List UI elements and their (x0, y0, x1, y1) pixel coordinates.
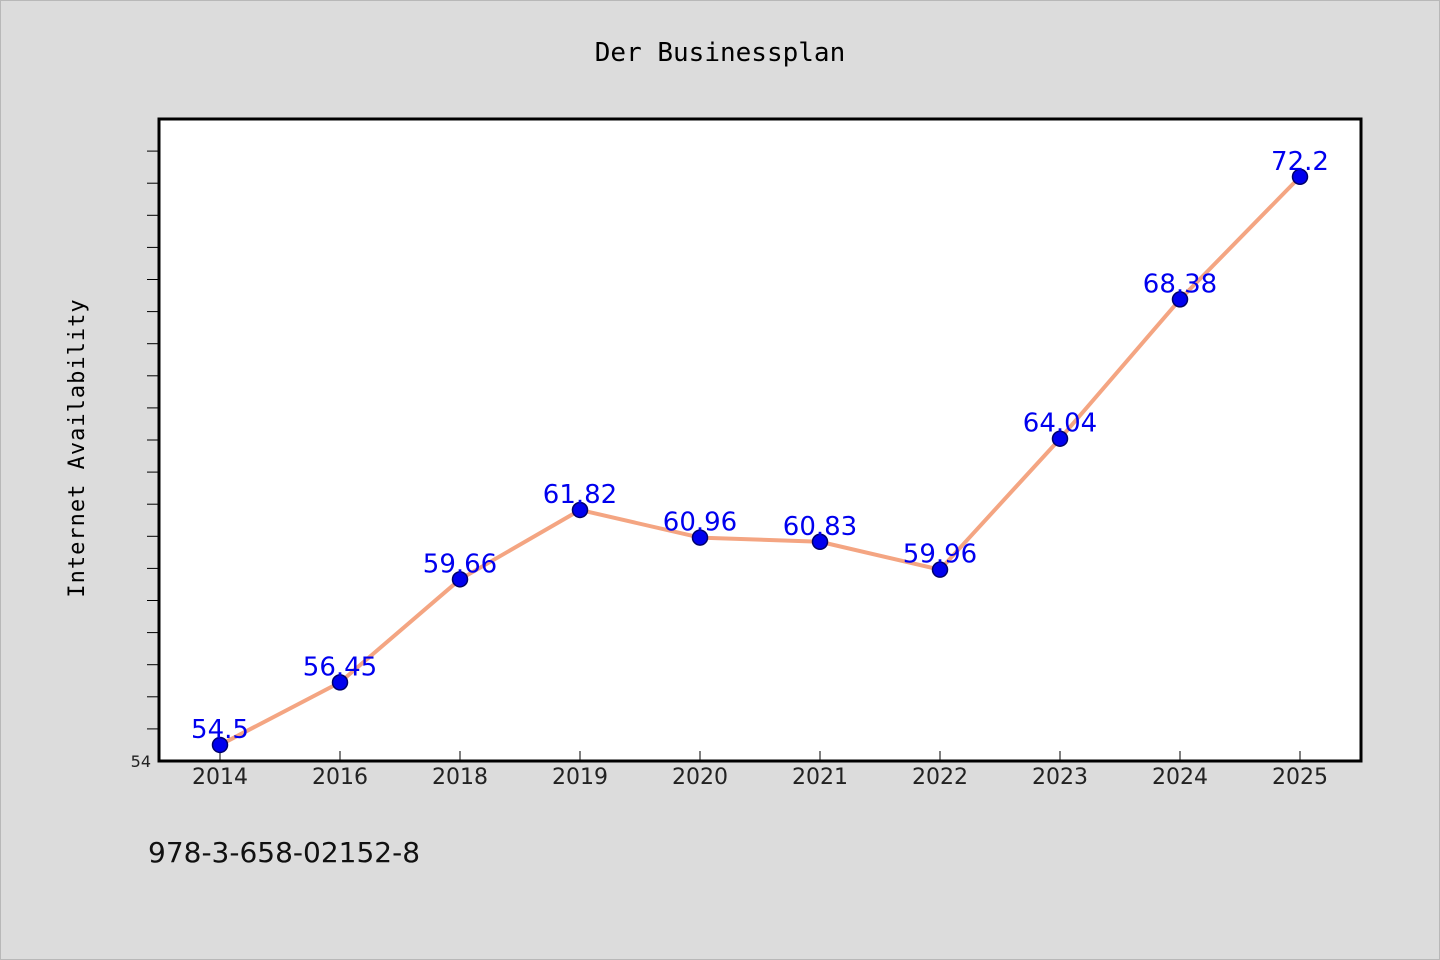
data-point (811, 533, 829, 551)
x-tick-label: 2019 (552, 765, 608, 790)
data-point (571, 501, 589, 519)
data-point (691, 529, 709, 546)
y-axis-ticks: 54 (131, 150, 159, 771)
data-label: 60.96 (663, 508, 737, 538)
data-point (331, 674, 349, 691)
data-label: 60.83 (783, 512, 857, 542)
data-point (1171, 291, 1189, 308)
data-label: 64.04 (1023, 409, 1097, 439)
series-line (218, 174, 1302, 747)
data-label: 54.5 (191, 715, 249, 745)
isbn-text: 978-3-658-02152-8 (148, 836, 420, 869)
data-label: 59.96 (903, 540, 977, 570)
x-tick-label: 2018 (432, 765, 488, 790)
x-tick-label: 2025 (1272, 765, 1328, 790)
data-point (931, 561, 949, 578)
data-label: 72.2 (1271, 147, 1329, 177)
x-tick-label: 2014 (192, 765, 248, 790)
x-tick-label: 2021 (792, 765, 848, 790)
data-point (1291, 168, 1309, 186)
series-layer: 54.5 56.45 59.66 61.82 60.96 60.83 59.96 64.04 6… (191, 147, 1329, 754)
x-tick-label: 2020 (672, 765, 728, 790)
data-point (211, 736, 229, 754)
data-label: 68.38 (1143, 269, 1217, 299)
data-point (1051, 430, 1069, 447)
data-label: 61.82 (543, 480, 617, 510)
x-axis-ticks: 2014 2016 2018 2019 2020 2021 2022 2023 2024 2025 (192, 751, 1328, 790)
y-tick-label: 54 (131, 752, 151, 771)
x-tick-label: 2022 (912, 765, 968, 790)
data-label: 59.66 (423, 549, 497, 579)
chart-title: Der Businessplan (595, 38, 845, 68)
plot-area (157, 117, 1363, 763)
data-label: 56.45 (303, 652, 377, 682)
x-tick-label: 2016 (312, 765, 368, 790)
y-axis-label: Internet Availability (65, 298, 90, 597)
x-tick-label: 2024 (1152, 765, 1208, 790)
x-tick-label: 2023 (1032, 765, 1088, 790)
data-point (451, 571, 469, 588)
